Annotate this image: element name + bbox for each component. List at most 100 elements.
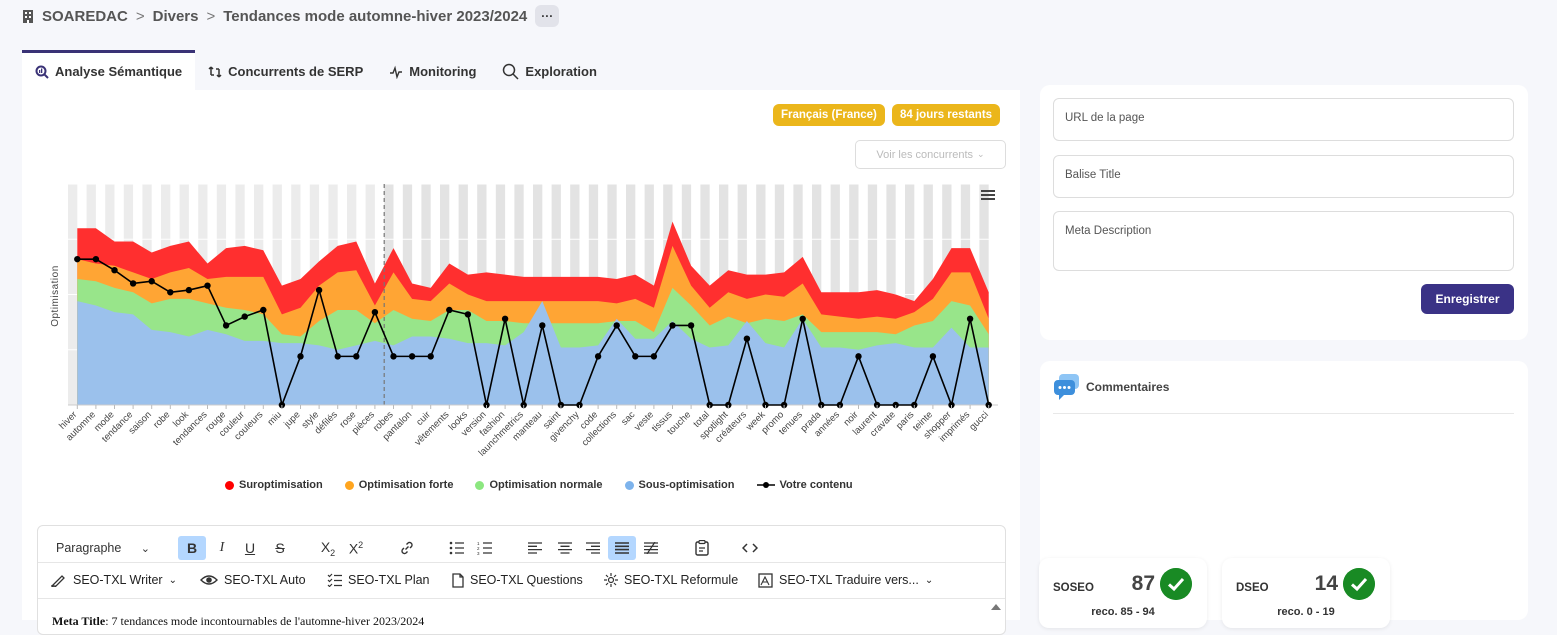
- optimisation-chart: hiverautomnemodetendancesaisonrobelookte…: [50, 183, 999, 459]
- score-value: 87: [1131, 572, 1155, 595]
- chat-bubbles-icon: [1054, 374, 1079, 400]
- data-point: [687, 322, 695, 329]
- chart-menu-icon[interactable]: [981, 190, 995, 200]
- tab-label: Concurrents de SERP: [228, 64, 364, 79]
- legend-item-sous-optimisation[interactable]: Sous-optimisation: [624, 479, 735, 491]
- breadcrumb-separator: >: [206, 7, 216, 25]
- title-tag-field[interactable]: Balise Title: [1053, 155, 1514, 198]
- url-field-placeholder: URL de la page: [1065, 112, 1145, 124]
- more-options-button[interactable]: ···: [535, 5, 560, 27]
- bullet-list-button[interactable]: [443, 536, 471, 560]
- seo-txl-traduire-button[interactable]: SEO-TXL Traduire vers... ⌄: [758, 568, 933, 592]
- menu-bar: [981, 194, 995, 196]
- seo-txl-questions-button[interactable]: SEO-TXL Questions: [452, 568, 583, 592]
- justify-icon: [615, 542, 629, 554]
- legend-marker: [225, 480, 234, 490]
- magnifier-icon: [503, 63, 519, 80]
- clipboard-icon: [695, 540, 709, 556]
- y-axis-label: Optimisation: [50, 265, 61, 327]
- tool-label: SEO-TXL Traduire vers...: [779, 573, 919, 587]
- translate-icon: [758, 572, 773, 588]
- tool-label: SEO-TXL Plan: [348, 573, 430, 587]
- dseo-score-card: DSEO 14 reco. 0 - 19: [1222, 558, 1390, 628]
- data-point: [669, 322, 676, 329]
- data-point: [74, 255, 81, 263]
- tab-monitoring[interactable]: Monitoring: [376, 50, 489, 90]
- clear-formatting-button[interactable]: [637, 536, 665, 560]
- numbered-list-icon: 123: [477, 541, 492, 555]
- strikethrough-button[interactable]: S: [266, 536, 294, 560]
- seo-txl-auto-button[interactable]: SEO-TXL Auto: [200, 568, 306, 592]
- seo-txl-plan-button[interactable]: SEO-TXL Plan: [327, 568, 430, 592]
- subscript-button[interactable]: X2: [314, 536, 342, 560]
- legend-item-optimisation-forte[interactable]: Optimisation forte: [344, 479, 453, 491]
- align-center-button[interactable]: [551, 536, 579, 560]
- building-icon: [23, 9, 33, 23]
- seo-txl-reformule-button[interactable]: SEO-TXL Reformule: [604, 568, 738, 592]
- legend-label: Votre contenu: [779, 479, 853, 491]
- legend-item-votre-contenu[interactable]: Votre contenu: [756, 479, 853, 491]
- scroll-up-arrow[interactable]: [991, 604, 1001, 610]
- x-tick-label: jupe: [281, 409, 302, 430]
- data-point: [241, 313, 248, 320]
- justify-button[interactable]: [608, 536, 636, 560]
- align-left-button[interactable]: [521, 536, 549, 560]
- paste-button[interactable]: [688, 536, 716, 560]
- legend-item-suroptimisation[interactable]: Suroptimisation: [225, 479, 323, 491]
- data-point: [260, 306, 267, 314]
- checklist-icon: [327, 573, 342, 587]
- competitors-dropdown[interactable]: Voir les concurrents ⌄: [855, 140, 1006, 169]
- legend-item-optimisation-normale[interactable]: Optimisation normale: [475, 479, 603, 491]
- align-right-icon: [586, 542, 600, 554]
- data-point: [464, 311, 472, 318]
- data-point: [111, 266, 118, 274]
- url-field[interactable]: URL de la page: [1053, 98, 1514, 141]
- source-code-button[interactable]: [736, 536, 764, 560]
- tool-label: SEO-TXL Reformule: [624, 573, 739, 587]
- legend-label: Sous-optimisation: [638, 479, 735, 491]
- superscript-button[interactable]: X2: [342, 536, 370, 560]
- bold-icon: B: [186, 540, 198, 556]
- seo-txl-writer-button[interactable]: SEO-TXL Writer ⌄: [50, 568, 177, 592]
- align-center-icon: [558, 542, 572, 554]
- link-button[interactable]: [393, 536, 421, 560]
- italic-icon: I: [219, 540, 225, 555]
- block-format-label: Paragraphe: [56, 541, 122, 555]
- svg-text:3: 3: [477, 551, 480, 555]
- breadcrumb-folder[interactable]: Divers: [152, 7, 199, 25]
- data-point: [353, 353, 360, 360]
- seo-meta-card: URL de la page Balise Title Meta Descrip…: [1040, 85, 1528, 340]
- breadcrumb: SOAREDAC > Divers > Tendances mode autom…: [22, 4, 560, 28]
- data-point: [799, 315, 806, 323]
- bold-button[interactable]: B: [178, 536, 206, 560]
- data-point: [148, 278, 155, 285]
- save-button[interactable]: Enregistrer: [1421, 284, 1514, 314]
- search-chart-icon: [35, 65, 49, 79]
- tab-exploration[interactable]: Exploration: [489, 50, 610, 90]
- italic-button[interactable]: I: [208, 536, 236, 560]
- data-point: [92, 255, 100, 263]
- tab-analyse-semantique[interactable]: Analyse Sémantique: [22, 50, 196, 90]
- align-right-button[interactable]: [579, 536, 607, 560]
- x-tick-label: miu: [265, 409, 284, 428]
- breadcrumb-separator: >: [135, 7, 145, 25]
- data-point: [334, 353, 341, 360]
- subscript-icon: X2: [320, 538, 336, 558]
- underline-button[interactable]: U: [236, 536, 264, 560]
- data-point: [297, 353, 304, 360]
- score-name: DSEO: [1236, 582, 1269, 594]
- tab-concurrents-serp[interactable]: Concurrents de SERP: [195, 50, 376, 90]
- breadcrumb-page: Tendances mode automne-hiver 2023/2024: [223, 7, 528, 25]
- content-title-label: Meta Title: [52, 614, 106, 628]
- data-point: [185, 286, 193, 294]
- meta-description-field[interactable]: Meta Description: [1053, 211, 1514, 271]
- editor-content[interactable]: Meta Title: 7 tendances mode incontourna…: [52, 614, 424, 629]
- data-point: [390, 353, 397, 360]
- block-format-select[interactable]: Paragraphe ⌄: [48, 536, 158, 560]
- data-point: [613, 322, 620, 329]
- breadcrumb-project[interactable]: SOAREDAC: [42, 7, 128, 25]
- tab-label: Exploration: [525, 64, 597, 79]
